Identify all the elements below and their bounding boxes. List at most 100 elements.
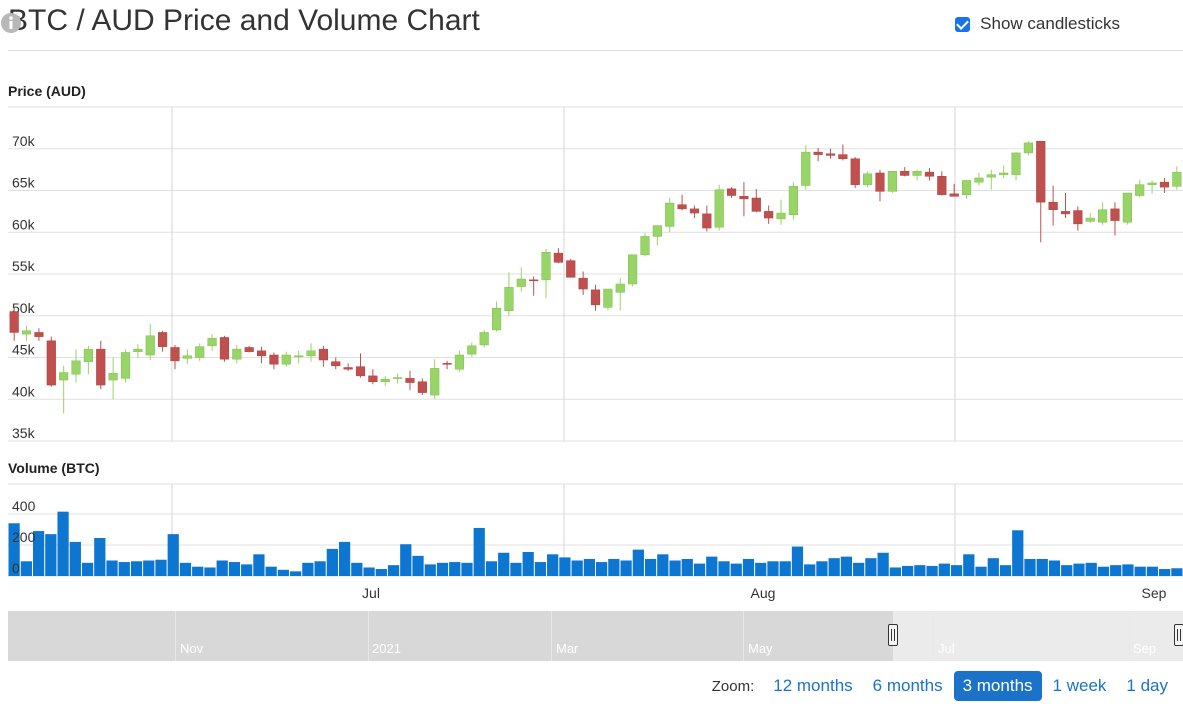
volume-bar <box>877 552 889 576</box>
navigator[interactable]: Nov 2021 Mar May Jul Sep <box>8 611 1183 661</box>
volume-bar <box>192 566 204 576</box>
navigator-tick <box>551 611 552 661</box>
volume-bar <box>608 558 620 576</box>
zoom-6-months-button[interactable]: 6 months <box>872 676 943 695</box>
candle-body <box>59 372 69 381</box>
volume-bar <box>718 561 730 576</box>
candle-body <box>1023 142 1033 154</box>
candle-body <box>1085 217 1095 222</box>
zoom-1-week-button[interactable]: 1 week <box>1052 676 1107 695</box>
volume-bar <box>130 561 143 576</box>
volume-bar <box>326 548 338 576</box>
volume-bar <box>485 561 498 576</box>
volume-bar <box>1097 566 1110 576</box>
volume-bar <box>1159 569 1171 576</box>
volume-bar <box>889 567 901 576</box>
candle-body <box>9 311 19 333</box>
x-axis-label: Jul <box>362 585 380 601</box>
title-divider <box>8 50 1183 51</box>
candle-body <box>504 287 514 311</box>
navigator-label: May <box>748 641 773 656</box>
volume-bar <box>706 556 718 576</box>
candle-body <box>702 213 712 229</box>
volume-bar <box>277 569 290 576</box>
candle-body <box>158 332 168 347</box>
candle-body <box>838 154 848 160</box>
zoom-1-day-button[interactable]: 1 day <box>1126 676 1168 695</box>
candle-body <box>269 354 279 365</box>
volume-bar <box>804 564 816 576</box>
navigator-label: 2021 <box>372 641 401 656</box>
volume-bar <box>32 531 45 576</box>
volume-bar <box>999 565 1012 576</box>
volume-tick-label: 200 <box>12 529 36 545</box>
candle-body <box>887 171 897 192</box>
candle-body <box>294 355 304 358</box>
candle-body <box>739 196 749 200</box>
volume-bar <box>1036 558 1048 576</box>
navigator-selection[interactable] <box>893 611 1183 661</box>
x-axis-label: Aug <box>751 585 776 601</box>
volume-bar <box>314 561 326 576</box>
volume-bar <box>853 562 865 576</box>
navigator-right-handle[interactable] <box>1174 624 1183 646</box>
candle-body <box>1048 201 1058 210</box>
info-icon[interactable] <box>0 12 22 34</box>
volume-bar <box>290 571 302 576</box>
candle-body <box>145 335 155 356</box>
navigator-label: Nov <box>180 641 204 656</box>
volume-bar <box>657 554 669 576</box>
candle-body <box>454 354 465 370</box>
volume-bar <box>828 558 840 576</box>
candle-body <box>306 350 316 357</box>
zoom-3-months-button[interactable]: 3 months <box>953 671 1042 701</box>
volume-bar <box>69 541 81 576</box>
volume-tick-label: 400 <box>12 498 36 514</box>
volume-bar <box>791 546 804 576</box>
volume-bar <box>779 561 791 576</box>
volume-bar <box>963 554 975 576</box>
show-candlesticks-toggle[interactable]: Show candlesticks <box>955 14 1120 34</box>
candle-body <box>689 208 700 214</box>
volume-bar <box>228 562 241 576</box>
zoom-12-months-button[interactable]: 12 months <box>773 676 853 695</box>
price-tick-label: 35k <box>12 425 36 441</box>
candle-body <box>603 288 613 308</box>
volume-bar <box>975 566 987 576</box>
volume-bar <box>351 562 363 576</box>
volume-bar <box>412 555 424 576</box>
show-candlesticks-checkbox[interactable] <box>955 16 971 32</box>
candle-body <box>529 279 539 282</box>
candle-body <box>1036 140 1046 203</box>
volume-bar <box>914 565 926 576</box>
volume-bar <box>816 561 828 576</box>
candle-body <box>417 381 427 393</box>
volume-bar <box>400 544 412 576</box>
volume-bar <box>241 564 253 576</box>
volume-bar <box>767 561 779 576</box>
candle-body <box>170 347 180 362</box>
candle-body <box>1172 171 1182 187</box>
volume-bar <box>620 560 632 576</box>
volume-bar <box>742 558 755 576</box>
candle-body <box>256 350 267 357</box>
volume-bar <box>693 563 706 576</box>
candle-body <box>108 373 118 381</box>
volume-bar <box>143 560 155 576</box>
candle-body <box>776 212 786 220</box>
candle-body <box>553 252 563 263</box>
volume-bar <box>522 551 534 576</box>
candle-body <box>652 225 662 237</box>
page-title: BTC / AUD Price and Volume Chart <box>8 4 480 37</box>
volume-bar <box>216 560 228 576</box>
volume-bar <box>938 563 950 576</box>
navigator-left-handle[interactable] <box>888 624 898 646</box>
candle-body <box>516 278 526 287</box>
candle-body <box>442 363 452 365</box>
candle-body <box>961 180 972 195</box>
price-tick-label: 70k <box>12 133 36 149</box>
volume-bar <box>179 562 192 576</box>
volume-bar <box>94 538 106 576</box>
navigator-label: Mar <box>556 641 579 656</box>
